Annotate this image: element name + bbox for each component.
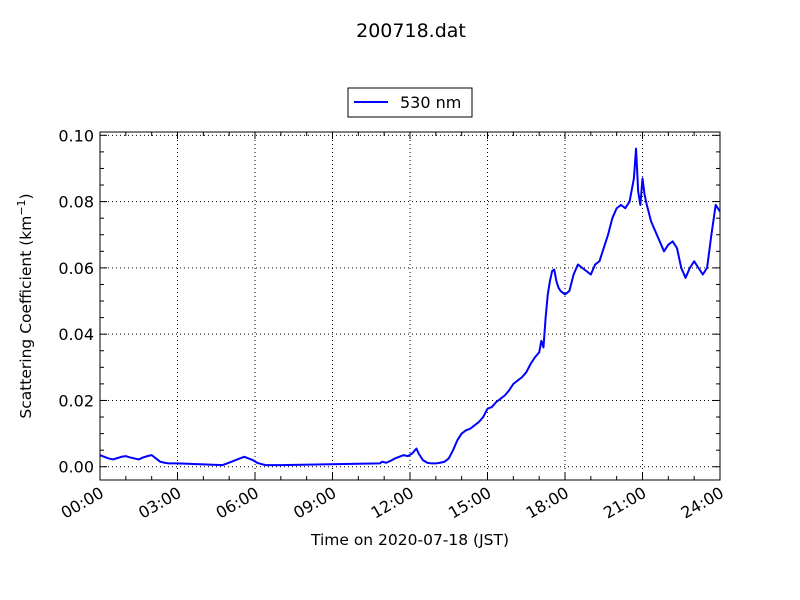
y-axis-title-sup: −1 — [15, 199, 28, 215]
x-tick-label: 12:00 — [368, 483, 417, 523]
x-tick-label: 18:00 — [523, 483, 572, 523]
series-group — [99, 147, 721, 467]
series-line-530nm — [99, 147, 721, 467]
chart-title: 200718.dat — [356, 20, 466, 42]
x-tick-label: 24:00 — [678, 483, 727, 523]
legend: 530 nm — [347, 87, 473, 118]
x-tick-labels: 00:00 03:00 06:00 09:00 12:00 15:00 18:00 21:00… — [58, 483, 727, 523]
axis-ticks — [99, 132, 721, 480]
y-tick-label: 0.06 — [58, 259, 94, 278]
y-axis-title-main: Scattering Coefficient (km — [17, 216, 35, 419]
x-tick-label: 15:00 — [445, 483, 494, 523]
y-tick-label: 0.04 — [58, 325, 94, 344]
x-tick-label: 09:00 — [290, 483, 339, 523]
plot-area — [99, 131, 721, 481]
x-tick-label: 06:00 — [213, 483, 262, 523]
y-axis-title: Scattering Coefficient (km−1) — [15, 193, 35, 418]
x-tick-label: 21:00 — [600, 483, 649, 523]
y-tick-label: 0.08 — [58, 193, 94, 212]
x-tick-label: 03:00 — [135, 483, 184, 523]
y-axis-title-end: ) — [17, 193, 35, 199]
legend-label-530nm: 530 nm — [400, 93, 461, 112]
y-tick-label: 0.00 — [58, 458, 94, 477]
y-tick-label: 0.02 — [58, 391, 94, 410]
y-tick-labels: 0.00 0.02 0.04 0.06 0.08 0.10 — [58, 126, 94, 476]
y-tick-label: 0.10 — [58, 126, 94, 145]
x-tick-label: 00:00 — [58, 483, 107, 523]
x-axis-title: Time on 2020-07-18 (JST) — [310, 531, 509, 549]
grid — [100, 132, 720, 480]
